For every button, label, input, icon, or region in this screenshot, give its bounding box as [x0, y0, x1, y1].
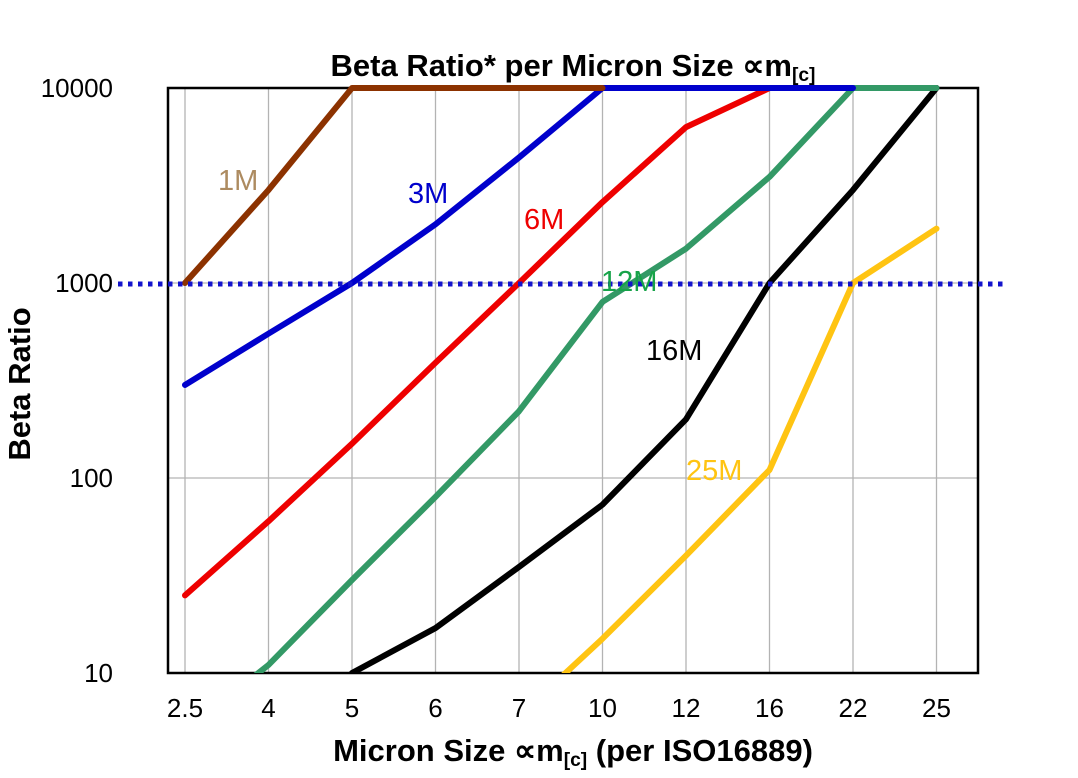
chart-title: Beta Ratio* per Micron Size ∝m[c]: [168, 48, 978, 87]
x-tick-2.5: 2.5: [167, 693, 203, 723]
series-group: [182, 85, 940, 673]
series-label-12M: 12M: [601, 266, 657, 298]
y-tick-100: 100: [70, 463, 113, 493]
series-line-6M: [182, 85, 773, 599]
y-axis-title: Beta Ratio: [2, 204, 38, 564]
series-label-1M: 1M: [218, 165, 258, 197]
x-tick-22: 22: [839, 693, 868, 723]
chart-title-subscript: [c]: [791, 64, 816, 86]
x-axis-title: Micron Size ∝m[c] (per ISO16889): [168, 733, 978, 772]
x-tick-4: 4: [261, 693, 275, 723]
series-line-1M: [182, 85, 606, 286]
x-tick-12: 12: [672, 693, 701, 723]
series-line-3M: [182, 85, 856, 388]
y-tick-10: 10: [84, 658, 113, 688]
x-tick-16: 16: [755, 693, 784, 723]
x-tick-7: 7: [512, 693, 526, 723]
y-tick-1000: 1000: [55, 268, 113, 298]
series-line-16M: [349, 85, 940, 673]
series-label-6M: 6M: [524, 204, 564, 236]
plot-border: [166, 86, 980, 675]
series-line-25M: [561, 225, 940, 673]
chart-title-text: Beta Ratio* per Micron Size ∝m: [330, 48, 792, 83]
x-tick-6: 6: [428, 693, 442, 723]
x-axis-title-subscript: [c]: [563, 749, 588, 771]
series-line-12M: [253, 85, 940, 673]
series-label-3M: 3M: [408, 178, 448, 210]
x-tick-25: 25: [922, 693, 951, 723]
x-axis-title-suffix: (per ISO16889): [587, 733, 813, 768]
x-axis-title-text: Micron Size ∝m: [333, 733, 564, 768]
y-axis-title-text: Beta Ratio: [2, 307, 37, 461]
y-tick-10000: 10000: [41, 73, 113, 103]
series-label-16M: 16M: [646, 335, 702, 367]
x-tick-10: 10: [588, 693, 617, 723]
series-label-25M: 25M: [686, 455, 742, 487]
x-tick-5: 5: [345, 693, 359, 723]
